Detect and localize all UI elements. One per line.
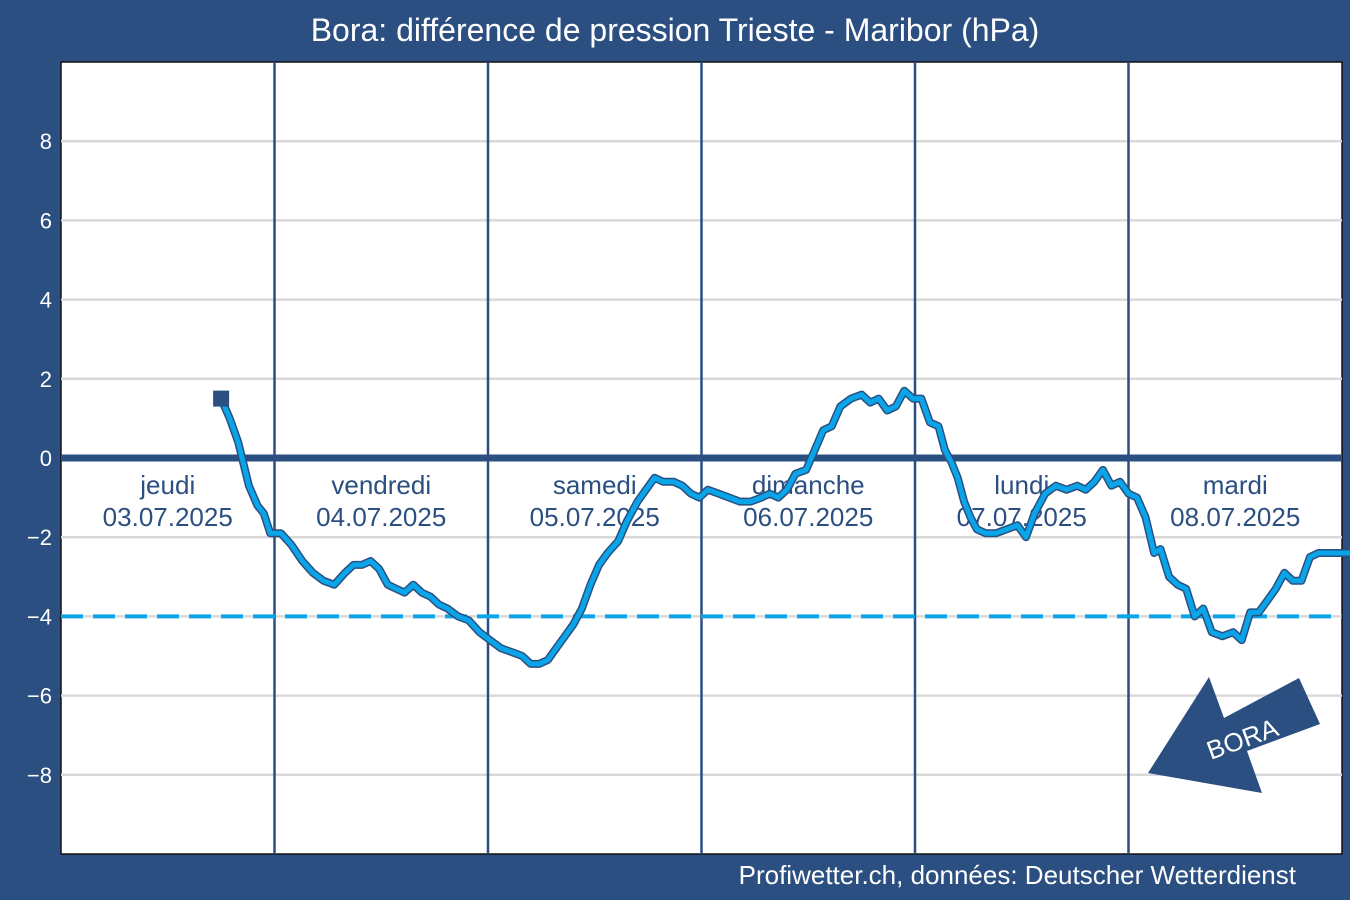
chart-title: Bora: différence de pression Trieste - M… <box>310 12 1040 48</box>
y-tick-label: −8 <box>27 763 52 788</box>
day-date-label: 08.07.2025 <box>1170 502 1300 532</box>
series-line <box>218 388 1350 667</box>
reference-lines <box>61 454 1342 619</box>
y-tick-label: 4 <box>40 288 52 313</box>
day-date-label: 06.07.2025 <box>743 502 873 532</box>
y-tick-label: −4 <box>27 604 52 629</box>
y-tick-label: 6 <box>40 208 52 233</box>
day-name-label: jeudi <box>139 470 195 500</box>
y-tick-label: −6 <box>27 684 52 709</box>
y-tick-label: 0 <box>40 446 52 471</box>
y-tick-label: 2 <box>40 367 52 392</box>
series-start-marker <box>213 390 230 407</box>
day-labels: jeudi03.07.2025vendredi04.07.2025samedi0… <box>103 470 1301 532</box>
bora-arrow-icon <box>1148 677 1320 793</box>
source-note: Profiwetter.ch, données: Deutscher Wette… <box>738 860 1296 890</box>
day-name-label: samedi <box>553 470 637 500</box>
y-tick-label: 8 <box>40 129 52 154</box>
series-group <box>213 386 1350 668</box>
y-tick-label: −2 <box>27 525 52 550</box>
day-date-label: 04.07.2025 <box>316 502 446 532</box>
y-tick-labels: 8 6 4 2 0 −2 −4 −6 −8 <box>27 129 52 788</box>
day-name-label: vendredi <box>331 470 431 500</box>
day-name-label: mardi <box>1203 470 1268 500</box>
day-date-label: 03.07.2025 <box>103 502 233 532</box>
day-date-label: 05.07.2025 <box>530 502 660 532</box>
